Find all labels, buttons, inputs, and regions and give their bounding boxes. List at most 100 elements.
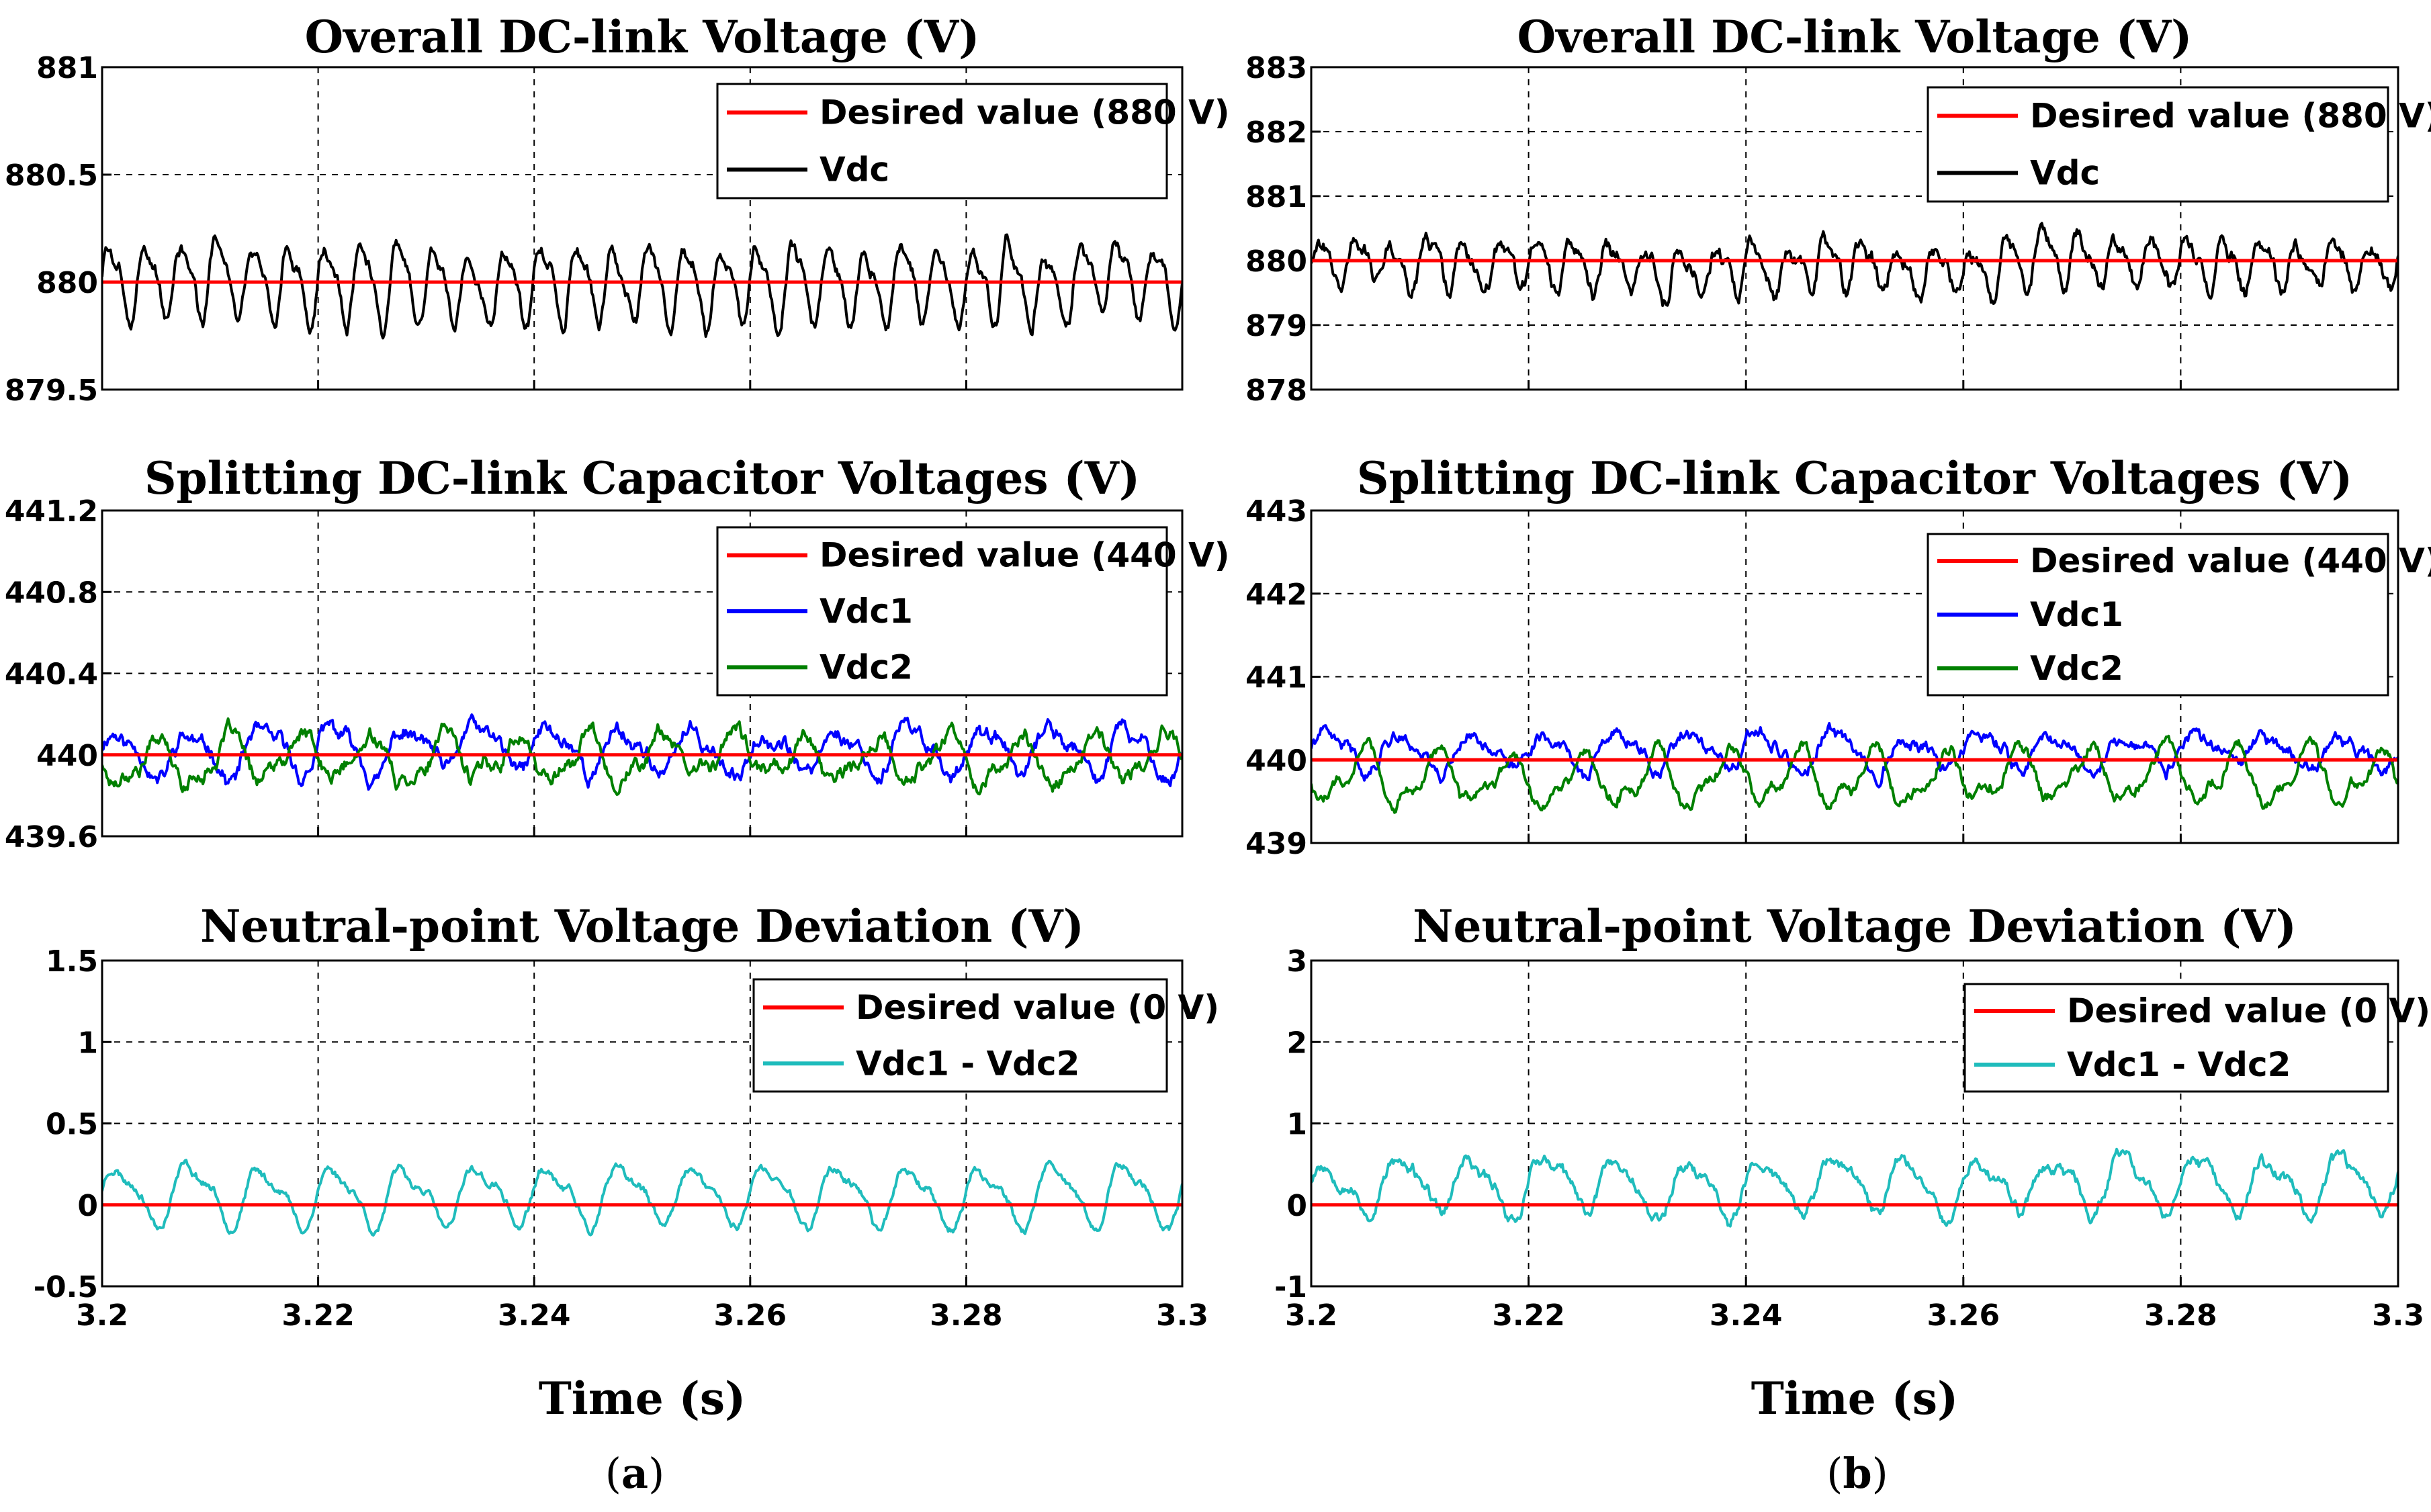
x-tick-label: 3.28 <box>930 1298 1003 1333</box>
chart-panel-b-2: Splitting DC-link Capacitor Voltages (V)… <box>1245 452 2431 861</box>
x-tick-label: 3.26 <box>1927 1298 2000 1333</box>
y-tick-label: 3 <box>1286 944 1307 979</box>
legend: Desired value (440 V) Vdc1 Vdc2 <box>716 526 1230 697</box>
chart-title: Splitting DC-link Capacitor Voltages (V) <box>1357 452 2352 504</box>
chart-panel-b-3: Neutral-point Voltage Deviation (V) 3.2 3.… <box>1274 900 2430 1425</box>
y-tick-label: 441 <box>1245 661 1307 695</box>
y-tick-label: 441.2 <box>5 494 98 529</box>
legend-label: Desired value (0 V) <box>2067 991 2430 1030</box>
series-group <box>102 233 1182 340</box>
legend-label: Vdc <box>820 150 889 189</box>
x-tick-label: 3.2 <box>76 1298 128 1333</box>
series-group <box>1311 721 2398 814</box>
legend: Desired value (440 V) Vdc1 Vdc2 <box>1927 533 2431 697</box>
series-line-vdc1-vdc2 <box>102 1159 1182 1237</box>
series-group <box>102 713 1182 796</box>
x-axis-label: Time (s) <box>539 1372 746 1425</box>
series-line-vdc1-vdc2 <box>1311 1147 2398 1228</box>
y-tick-label: 881 <box>1245 180 1307 214</box>
y-tick-label: 439.6 <box>5 820 98 854</box>
y-tick-label: 440.4 <box>5 658 98 692</box>
y-tick-label: 880 <box>1245 244 1307 279</box>
legend-label: Desired value (440 V) <box>820 536 1230 575</box>
x-tick-label: 3.28 <box>2144 1298 2217 1333</box>
legend-label: Vdc2 <box>820 648 913 686</box>
y-tick-label: 439 <box>1245 827 1307 861</box>
legend-label: Desired value (880 V) <box>820 93 1230 132</box>
series-line-vdc2 <box>102 717 1182 796</box>
y-tick-label: 879.5 <box>5 373 98 408</box>
legend-label: Vdc1 <box>2030 595 2123 634</box>
legend-label: Vdc <box>2030 154 2100 193</box>
y-tick-label: 879 <box>1245 309 1307 343</box>
legend: Desired value (880 V) Vdc <box>716 83 1230 199</box>
x-tick-label: 3.22 <box>281 1298 355 1333</box>
series-line-vdc <box>1311 222 2398 308</box>
series-line-vdc1 <box>1311 721 2398 789</box>
chart-panel-b-1: Overall DC-link Voltage (V) 878 879 880 881 8… <box>1245 11 2431 408</box>
plot-frame <box>1310 66 2399 391</box>
chart-title: Neutral-point Voltage Deviation (V) <box>1413 900 2297 952</box>
legend-box <box>752 978 1168 1093</box>
plot-frame <box>101 959 1184 1288</box>
legend: Desired value (880 V) Vdc <box>1927 86 2431 203</box>
x-tick-label: 3.26 <box>714 1298 787 1333</box>
y-tick-label: 880 <box>36 266 98 300</box>
series-group <box>102 1159 1182 1237</box>
legend-box <box>716 83 1168 199</box>
chart-panel-a-2: Splitting DC-link Capacitor Voltages (V)… <box>5 452 1230 854</box>
caption-a: (a) <box>605 1449 665 1498</box>
x-tick-label: 3.24 <box>498 1298 571 1333</box>
x-tick-label: 3.2 <box>1285 1298 1337 1333</box>
y-tick-label: 1.5 <box>46 944 98 979</box>
chart-panel-a-3: Neutral-point Voltage Deviation (V) 3.2 3.… <box>34 900 1219 1425</box>
caption-b: (b) <box>1826 1449 1888 1498</box>
legend-label: Desired value (880 V) <box>2030 97 2431 136</box>
x-axis-label: Time (s) <box>1751 1372 1959 1425</box>
legend: Desired value (0 V) Vdc1 - Vdc2 <box>752 978 1219 1093</box>
x-tick-label: 3.3 <box>2372 1298 2424 1333</box>
plot-frame <box>101 66 1184 391</box>
y-tick-label: 0 <box>1286 1189 1307 1223</box>
y-tick-label: -1 <box>1274 1270 1307 1304</box>
series-line-vdc2 <box>1311 734 2398 814</box>
y-tick-label: -0.5 <box>34 1270 98 1304</box>
x-tick-label: 3.24 <box>1710 1298 1783 1333</box>
legend-label: Desired value (440 V) <box>2030 541 2431 580</box>
y-tick-label: 881 <box>36 51 98 85</box>
y-tick-label: 440 <box>1245 744 1307 778</box>
series-group <box>1311 1147 2398 1228</box>
plot-frame <box>1310 959 2399 1288</box>
y-tick-label: 1 <box>77 1026 98 1060</box>
plot-frame <box>1310 509 2399 844</box>
y-tick-label: 1 <box>1286 1108 1307 1142</box>
chart-title: Splitting DC-link Capacitor Voltages (V) <box>144 452 1140 504</box>
y-tick-label: 882 <box>1245 116 1307 150</box>
y-tick-label: 0.5 <box>46 1108 98 1142</box>
legend-box <box>1927 86 2389 203</box>
y-tick-label: 0 <box>77 1189 98 1223</box>
y-tick-label: 878 <box>1245 373 1307 408</box>
legend-label: Desired value (0 V) <box>856 988 1219 1027</box>
chart-panel-a-1: Overall DC-link Voltage (V) 879.5 880 880.5… <box>5 11 1230 408</box>
y-tick-label: 2 <box>1286 1026 1307 1060</box>
legend-label: Vdc1 - Vdc2 <box>2067 1045 2291 1084</box>
y-tick-label: 440.8 <box>5 576 98 610</box>
chart-title: Overall DC-link Voltage (V) <box>1517 11 2193 63</box>
legend-box <box>1963 983 2389 1093</box>
y-tick-label: 440 <box>36 739 98 773</box>
series-group <box>1311 222 2398 308</box>
legend-label: Vdc1 <box>820 592 913 631</box>
y-tick-label: 880.5 <box>5 159 98 193</box>
y-tick-label: 883 <box>1245 51 1307 85</box>
legend-label: Vdc1 - Vdc2 <box>856 1044 1079 1083</box>
chart-title: Neutral-point Voltage Deviation (V) <box>200 900 1084 952</box>
series-line-vdc <box>102 233 1182 340</box>
y-tick-label: 443 <box>1245 494 1307 529</box>
x-tick-label: 3.22 <box>1492 1298 1565 1333</box>
y-tick-label: 442 <box>1245 578 1307 612</box>
legend: Desired value (0 V) Vdc1 - Vdc2 <box>1963 983 2430 1093</box>
x-tick-label: 3.3 <box>1156 1298 1208 1333</box>
plot-frame <box>101 509 1184 838</box>
